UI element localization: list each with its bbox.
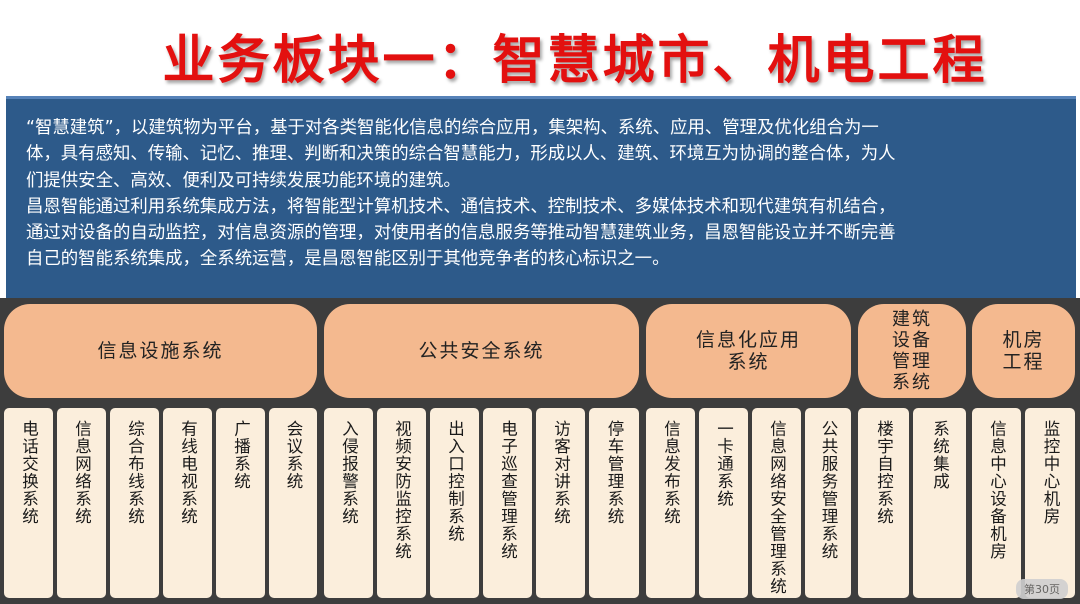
system-item-label: 有线电视系统 bbox=[178, 420, 198, 525]
system-item: 广播系统 bbox=[216, 408, 265, 598]
system-item: 访客对讲系统 bbox=[536, 408, 585, 598]
intro-line: 们提供安全、高效、便利及可持续发展功能环境的建筑。 bbox=[26, 170, 461, 191]
system-item: 视频安防监控系统 bbox=[377, 408, 426, 598]
category-label: 建筑 bbox=[892, 309, 932, 330]
system-item: 电话交换系统 bbox=[4, 408, 53, 598]
system-item-label: 系统集成 bbox=[930, 420, 950, 490]
intro-line: “智慧建筑”，以建筑物为平台，基于对各类智能化信息的综合应用，集架构、系统、应用… bbox=[26, 118, 879, 138]
system-item-label: 视频安防监控系统 bbox=[392, 420, 412, 560]
category-label: 管理 bbox=[892, 351, 932, 372]
page-number: 第30页 bbox=[1016, 579, 1068, 599]
system-item-label: 出入口控制系统 bbox=[445, 420, 465, 543]
system-item: 停车管理系统 bbox=[589, 408, 639, 598]
system-item: 出入口控制系统 bbox=[430, 408, 479, 598]
system-item-label: 电话交换系统 bbox=[19, 420, 39, 525]
system-item-label: 会议系统 bbox=[284, 420, 303, 490]
category-info-facilities: 信息设施系统 bbox=[4, 304, 317, 398]
system-item-label: 广播系统 bbox=[231, 420, 251, 490]
intro-line: 通过对设备的自动监控，对信息资源的管理，对使用者的信息服务等推动智慧建筑业务，昌… bbox=[26, 223, 896, 244]
category-label: 机房 bbox=[1002, 329, 1045, 351]
system-item-label: 监控中心机房 bbox=[1041, 420, 1060, 525]
system-item-label: 电子巡查管理系统 bbox=[498, 420, 518, 560]
system-item: 系统集成 bbox=[913, 408, 966, 598]
category-info-application: 信息化应用 系统 bbox=[646, 304, 851, 398]
page-title: 业务板块一：智慧城市、机电工程 bbox=[162, 30, 988, 91]
system-item: 有线电视系统 bbox=[163, 408, 212, 598]
intro-panel: “智慧建筑”，以建筑物为平台，基于对各类智能化信息的综合应用，集架构、系统、应用… bbox=[6, 96, 1076, 298]
intro-line: 体，具有感知、传输、记忆、推理、判断和决策的综合智慧能力，形成以人、建筑、环境互… bbox=[26, 144, 896, 165]
system-item: 一卡通系统 bbox=[699, 408, 748, 598]
system-item-label: 信息网络安全管理系统 bbox=[767, 420, 787, 595]
category-label: 信息化应用 bbox=[695, 329, 801, 351]
system-item: 入侵报警系统 bbox=[324, 408, 373, 598]
system-item-label: 综合布线系统 bbox=[125, 420, 145, 525]
system-item: 信息网络安全管理系统 bbox=[752, 408, 801, 598]
system-item-label: 楼宇自控系统 bbox=[874, 420, 894, 525]
system-item-label: 信息发布系统 bbox=[661, 420, 681, 525]
system-diagram: 信息设施系统 公共安全系统 信息化应用 系统 建筑 设备 管理 系统 机房 工程… bbox=[0, 298, 1080, 604]
system-item-label: 公共服务管理系统 bbox=[819, 420, 838, 560]
system-item: 信息中心设备机房 bbox=[972, 408, 1021, 598]
category-label: 系统 bbox=[892, 372, 932, 393]
system-item: 监控中心机房 bbox=[1025, 408, 1075, 598]
category-label: 系统 bbox=[727, 351, 770, 373]
system-item-label: 信息中心设备机房 bbox=[987, 420, 1007, 560]
category-label: 公共安全系统 bbox=[418, 340, 545, 362]
category-label: 工程 bbox=[1002, 351, 1045, 373]
system-item: 信息发布系统 bbox=[646, 408, 695, 598]
system-item-label: 访客对讲系统 bbox=[551, 420, 571, 525]
category-public-security: 公共安全系统 bbox=[324, 304, 639, 398]
system-item: 公共服务管理系统 bbox=[805, 408, 851, 598]
system-item-label: 入侵报警系统 bbox=[339, 420, 359, 525]
system-item-label: 信息网络系统 bbox=[72, 420, 92, 525]
category-label: 信息设施系统 bbox=[97, 340, 224, 362]
category-machine-room: 机房 工程 bbox=[972, 304, 1075, 398]
system-item: 信息网络系统 bbox=[57, 408, 106, 598]
category-building-equipment: 建筑 设备 管理 系统 bbox=[858, 304, 966, 398]
system-item: 楼宇自控系统 bbox=[858, 408, 909, 598]
category-label: 设备 bbox=[892, 330, 932, 351]
system-item: 综合布线系统 bbox=[110, 408, 159, 598]
system-item: 会议系统 bbox=[269, 408, 317, 598]
intro-line: 自己的智能系统集成，全系统运营，是昌恩智能区别于其他竞争者的核心标识之一。 bbox=[26, 249, 670, 270]
intro-line: 昌恩智能通过利用系统集成方法，将智能型计算机技术、通信技术、控制技术、多媒体技术… bbox=[26, 196, 896, 217]
system-item: 电子巡查管理系统 bbox=[483, 408, 532, 598]
system-item-label: 停车管理系统 bbox=[605, 420, 624, 525]
system-item-label: 一卡通系统 bbox=[714, 420, 734, 508]
